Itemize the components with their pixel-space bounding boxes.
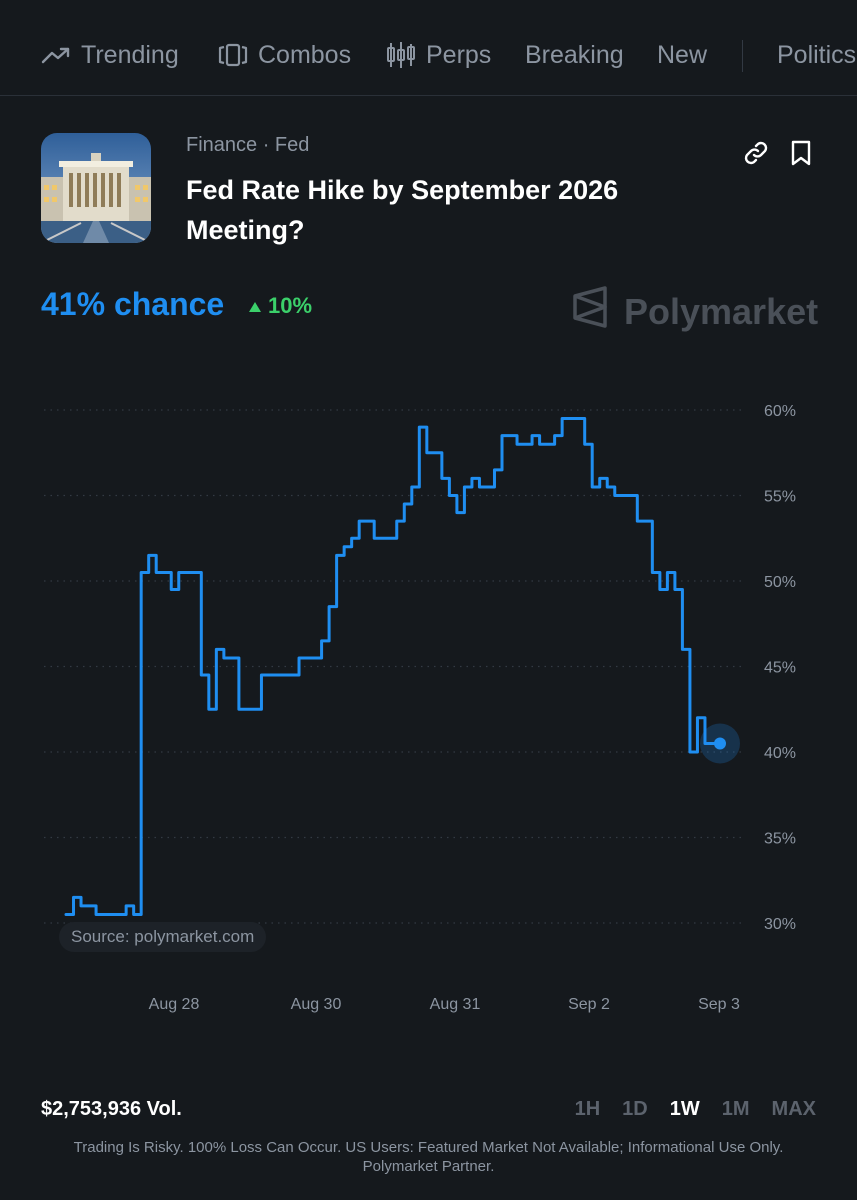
x-tick-label: Sep 3 (698, 996, 740, 1013)
nav-item-breaking[interactable]: Breaking (525, 38, 624, 72)
nav-item-perps[interactable]: Perps (386, 38, 491, 72)
y-tick-label: 60% (764, 403, 796, 420)
market-category[interactable]: Finance · Fed (186, 134, 310, 156)
share-link-button[interactable] (741, 138, 771, 168)
nav-item-politics[interactable]: Politics (777, 38, 856, 72)
nav-item-label: Perps (426, 40, 492, 69)
volume-label: $2,753,936 Vol. (41, 1098, 182, 1120)
source-label: Source: polymarket.com (59, 922, 267, 952)
y-tick-label: 30% (764, 916, 796, 933)
change-badge: 10% (248, 293, 312, 319)
disclaimer: Trading Is Risky. 100% Loss Can Occur. U… (73, 1139, 784, 1175)
range-button-1h[interactable]: 1H (574, 1098, 601, 1120)
nav-item-label: Combos (258, 40, 352, 69)
nav-item-trending[interactable]: Trending (41, 38, 179, 72)
combos-icon (216, 42, 248, 68)
market-title: Fed Rate Hike by September 2026 Meeting? (186, 175, 619, 245)
y-tick-label: 45% (764, 660, 796, 677)
nav-item-label: New (657, 40, 708, 69)
nav-item-label: Breaking (525, 40, 624, 69)
brand-watermark: Polymarket (570, 285, 818, 338)
range-button-1w[interactable]: 1W (669, 1098, 700, 1120)
y-tick-label: 40% (764, 745, 796, 762)
range-button-1m[interactable]: 1M (721, 1098, 750, 1120)
bookmark-icon (786, 140, 816, 172)
y-tick-label: 50% (764, 574, 796, 591)
link-icon (741, 141, 771, 172)
nav-item-label: Politics (777, 40, 857, 69)
nav-divider (742, 40, 743, 72)
series-line (64, 417, 722, 916)
y-tick-label: 55% (764, 489, 796, 506)
range-button-1d[interactable]: 1D (622, 1098, 648, 1120)
y-tick-label: 35% (764, 831, 796, 848)
polymarket-logo-icon (570, 285, 610, 338)
price-chart[interactable]: 60% 55% 50% 45% 40% 35% 30% Aug 28 Aug 30 Aug 31 S… (0, 380, 857, 1040)
market-image (41, 133, 151, 243)
current-point-marker (714, 737, 726, 750)
chance-value: 41% chance (41, 286, 225, 322)
change-value: 10% (268, 293, 313, 318)
brand-name: Polymarket (624, 290, 819, 332)
range-button-max[interactable]: MAX (771, 1098, 816, 1120)
x-tick-label: Sep 2 (568, 996, 610, 1013)
x-tick-label: Aug 30 (291, 996, 342, 1013)
x-tick-label: Aug 28 (149, 996, 200, 1013)
bookmark-button[interactable] (786, 138, 816, 168)
nav-item-new[interactable]: New (657, 38, 707, 72)
x-tick-label: Aug 31 (430, 996, 481, 1013)
time-range-selector: 1H 1D 1W 1M MAX (575, 1098, 816, 1121)
candlestick-icon (386, 41, 416, 69)
trending-icon (41, 45, 71, 65)
nav-item-combos[interactable]: Combos (216, 38, 351, 72)
triangle-up-icon (248, 293, 262, 319)
top-nav: Trending Combos Perps Breaking New Polit… (0, 0, 857, 96)
nav-item-label: Trending (81, 40, 179, 69)
